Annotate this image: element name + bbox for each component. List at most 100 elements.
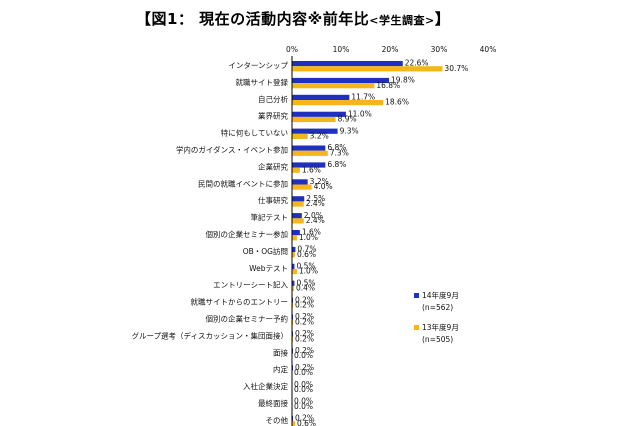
data-label: 0.0% [294,385,313,394]
category-label: 仕事研究 [258,195,288,205]
category-label: 内定 [273,364,288,374]
title-main: 図1： 現在の活動内容※前年比 [151,10,370,28]
data-label: 3.2% [310,132,329,141]
category-label: 特に何もしていない [221,128,288,138]
title-bracket-open: 【 [136,10,152,28]
bar [292,269,297,275]
title-subtitle: <学生調査> [369,14,435,27]
data-label: 9.3% [340,126,359,135]
bar [292,280,295,286]
bar [292,66,443,72]
legend-swatch [414,325,419,330]
data-label: 0.2% [295,363,314,372]
chart-title: 【図1： 現在の活動内容※前年比<学生調査>】 [136,8,450,29]
category-label: Webテスト [249,264,288,273]
bar [292,246,296,253]
bar [292,263,295,269]
bar [292,100,384,106]
bar [292,111,346,117]
title-bracket-close: 】 [434,10,451,28]
category-label: 個別の企業セミナー予約 [206,314,289,324]
data-label: 1.6% [302,228,321,237]
bar [292,83,375,89]
data-label: 11.7% [351,93,375,102]
data-label: 0.5% [296,278,315,287]
data-label: 0.2% [295,329,314,338]
bar [292,167,300,173]
data-label: 0.6% [297,419,316,426]
bar [292,218,304,224]
bar [292,133,308,139]
data-label: 0.7% [297,245,316,254]
bar [292,94,350,100]
bar [292,230,300,236]
x-tick-label: 0% [286,45,298,54]
data-label: 0.2% [295,334,314,343]
data-label: 3.2% [310,177,329,186]
bar [292,184,312,190]
bar [292,252,295,258]
data-label: 0.6% [297,250,316,259]
legend-label: 14年度9月 [422,290,459,300]
data-label: 1.0% [299,267,318,276]
category-label: グループ選考（ディスカッション・集団面接） [131,330,288,340]
data-label: 18.6% [385,98,409,107]
category-label: 企業研究 [258,161,288,171]
bar [292,179,308,185]
data-label: 30.7% [444,64,468,73]
bar [292,61,403,67]
bar [292,196,305,202]
bar [292,145,326,151]
data-label: 11.0% [348,109,372,118]
data-label: 0.2% [295,312,314,321]
data-label: 16.8% [376,81,400,90]
data-label: 2.4% [306,216,325,225]
category-label: 個別の企業セミナー参加 [206,229,289,239]
data-label: 2.4% [306,199,325,208]
category-label: 最終面接 [258,398,288,408]
x-tick-label: 40% [480,45,497,54]
bar [292,162,326,168]
legend-swatch [414,293,419,298]
data-label: 0.2% [295,317,314,326]
x-tick-label: 10% [333,45,350,54]
category-label: 就職サイト登録 [236,77,289,87]
data-label: 4.0% [314,182,333,191]
bar [292,201,304,207]
category-label: 筆記テスト [251,212,289,222]
data-label: 6.8% [327,160,346,169]
category-label: OB・OG訪問 [243,246,288,256]
category-label: 入社企業決定 [243,381,288,391]
data-label: 0.2% [295,414,314,423]
data-label: 1.6% [302,165,321,174]
legend-n-label: (n=505) [422,335,453,344]
category-label: 業界研究 [258,111,288,121]
x-tick-label: 20% [382,45,399,54]
category-label: 自己分析 [258,94,288,104]
data-label: 0.0% [294,368,313,377]
category-label: 学内のガイダンス・イベント参加 [176,145,288,155]
data-label: 1.0% [299,233,318,242]
legend-n-label: (n=562) [422,303,453,312]
bar [292,150,328,156]
data-label: 0.4% [296,284,315,293]
bar [292,77,390,84]
bar [292,421,295,426]
data-label: 0.0% [294,380,313,389]
data-label: 2.5% [306,194,325,203]
category-label: 就職サイトからのエントリー [191,297,289,307]
data-label: 6.8% [327,143,346,152]
data-label: 0.0% [294,402,313,411]
data-label: 22.6% [405,59,429,68]
data-label: 0.2% [295,295,314,304]
bar [292,128,338,134]
category-label: その他 [266,415,289,425]
data-label: 0.0% [294,397,313,406]
category-label: エントリーシート記入 [213,280,288,290]
x-tick-label: 30% [431,45,448,54]
category-label: 面接 [273,347,288,357]
data-label: 0.5% [296,262,315,271]
data-label: 19.8% [391,76,415,85]
data-label: 0.0% [294,351,313,360]
category-label: 民間の就職イベントに参加 [198,178,288,188]
